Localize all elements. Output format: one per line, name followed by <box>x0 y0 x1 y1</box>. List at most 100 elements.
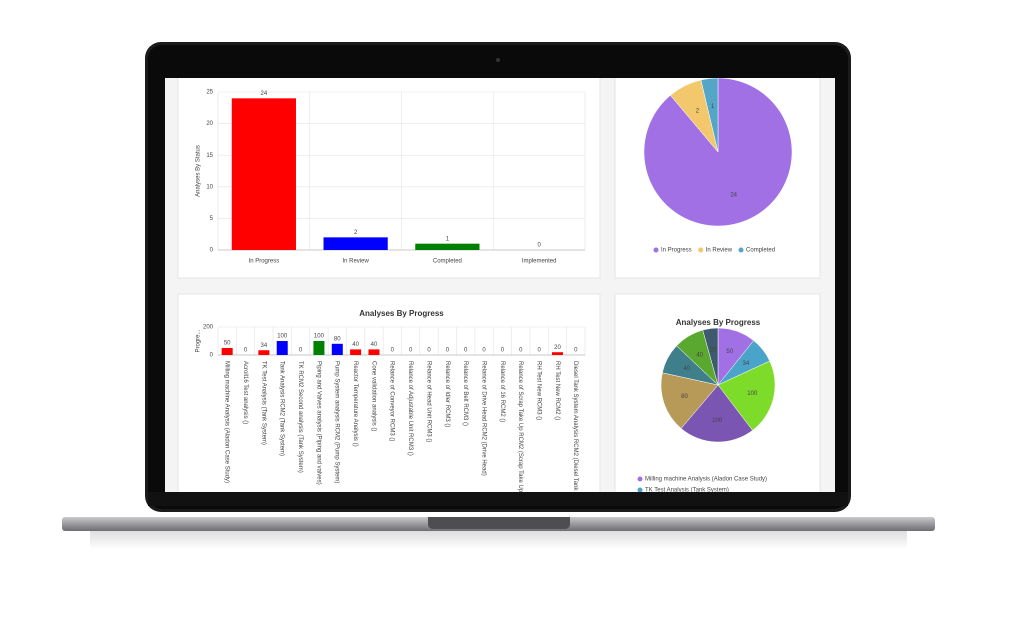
y-axis-label: Analyses By Status <box>196 145 202 197</box>
legend-marker <box>637 476 643 482</box>
bar <box>276 341 288 355</box>
data-label: 0 <box>244 348 248 354</box>
x-tick-label: Piping and Valves analysis (Piping and v… <box>315 361 321 485</box>
data-label: 20 <box>710 348 717 354</box>
x-tick-label: Relance of Conveyor RCM3 () <box>389 361 395 441</box>
y-tick-label: 25 <box>206 90 213 96</box>
data-label: 0 <box>427 348 431 354</box>
data-label: 2 <box>696 109 700 115</box>
legend-entry: TK Test Analysis (Tank System) <box>645 488 729 494</box>
data-label: 34 <box>261 343 268 349</box>
x-tick-label: In Review <box>342 259 369 265</box>
data-label: 20 <box>554 345 561 351</box>
x-tick-label: Milling machine Analysis (Aladon Case St… <box>224 361 230 483</box>
data-label: 0 <box>446 348 450 354</box>
notch <box>428 517 570 529</box>
legend-entry: In Review <box>706 248 733 254</box>
x-tick-label: Relance of Head Unit RCM3 () <box>425 361 431 442</box>
shadow <box>90 531 907 549</box>
data-label: 100 <box>277 334 288 340</box>
bar <box>231 98 296 250</box>
data-label: 50 <box>224 341 231 347</box>
data-label: 80 <box>681 394 688 400</box>
x-tick-label: In Progress <box>249 259 280 265</box>
legend-marker <box>653 247 659 253</box>
bar <box>221 348 233 355</box>
legend-entry: Completed <box>746 248 775 254</box>
x-tick-label: Pump System analysis RCM2 (Pump System) <box>334 361 340 483</box>
data-label: 34 <box>742 361 749 367</box>
bar <box>313 341 325 355</box>
data-label: 0 <box>464 348 468 354</box>
bezel-bottom <box>148 492 848 506</box>
x-tick-label: Implemented <box>522 259 557 265</box>
data-label: 0 <box>482 348 486 354</box>
x-tick-label: Cone validation analysis () <box>370 361 376 431</box>
bar <box>368 349 380 355</box>
y-tick-label: 15 <box>206 153 213 159</box>
y-tick-label: 10 <box>206 184 213 190</box>
data-label: 1 <box>711 104 715 110</box>
data-label: 100 <box>314 334 325 340</box>
data-label: 1 <box>446 236 450 242</box>
data-label: 0 <box>519 348 523 354</box>
bar <box>331 343 343 355</box>
legend-entry: Milling machine Analysis (Aladon Case St… <box>645 477 767 483</box>
data-label: 100 <box>712 418 723 424</box>
data-label: 0 <box>574 348 578 354</box>
x-tick-label: TK Test Analysis (Tank System) <box>260 361 266 445</box>
data-label: 0 <box>409 348 413 354</box>
x-tick-label: Diesel Tank System Analysis RCM2 (Diesel… <box>572 361 578 514</box>
data-label: 0 <box>501 348 505 354</box>
x-tick-label: Tank Analysis RCM2 (Tank System) <box>279 361 285 456</box>
bar <box>350 349 362 355</box>
y-tick-label: 20 <box>206 121 213 127</box>
x-tick-label: RH Test New RCM3 () <box>536 361 542 420</box>
x-tick-label: Reactor Temperature Analysis () <box>352 361 358 447</box>
pie-slice <box>702 327 719 386</box>
pie-slice <box>700 78 719 153</box>
data-label: 24 <box>730 193 737 199</box>
y-tick-label: 5 <box>210 216 214 222</box>
x-tick-label: TK RCM2 Second analysis (Tank System) <box>297 361 303 473</box>
x-tick-label: Relance of Belt RCM3 () <box>462 361 468 426</box>
chart-title: Analyses By Progress <box>359 309 444 318</box>
pie-slice <box>660 372 719 429</box>
data-label: 50 <box>726 349 733 355</box>
data-label: 24 <box>261 91 268 97</box>
x-tick-label: Completed <box>433 259 462 265</box>
y-tick-label: 0 <box>210 248 214 254</box>
data-label: 40 <box>683 366 690 372</box>
y-tick-label: 0 <box>210 353 214 359</box>
pie-slice <box>643 78 793 227</box>
data-label: 40 <box>371 342 378 348</box>
camera <box>496 58 500 62</box>
data-label: 0 <box>537 348 541 354</box>
data-label: 40 <box>352 342 359 348</box>
bar <box>323 237 388 250</box>
data-label: 0 <box>299 348 303 354</box>
data-label: 2 <box>354 230 358 236</box>
bar <box>258 350 270 355</box>
bar <box>551 352 563 355</box>
legend-marker <box>637 487 643 492</box>
x-tick-label: Relance of Idler RCM3 () <box>444 361 450 427</box>
x-tick-label: Relance of Scrap Take Up RCM2 (Scrap Tak… <box>517 361 523 494</box>
data-label: 100 <box>747 391 758 397</box>
legend-marker <box>698 247 704 253</box>
data-label: 0 <box>391 348 395 354</box>
legend-entry: In Progress <box>661 248 692 254</box>
pie-slice <box>680 384 753 443</box>
data-label: 0 <box>537 243 541 249</box>
x-tick-label: Relance of 16 RCM2 () <box>499 361 505 422</box>
pie-slice <box>717 360 776 431</box>
data-label: 80 <box>334 336 341 342</box>
legend-marker <box>738 247 744 253</box>
y-tick-label: 200 <box>203 325 214 331</box>
x-tick-label: Relance of Drive Head RCM2 (Drive Head) <box>480 361 486 476</box>
chart-title: Analyses By Progress <box>676 318 761 327</box>
bar <box>415 243 480 250</box>
